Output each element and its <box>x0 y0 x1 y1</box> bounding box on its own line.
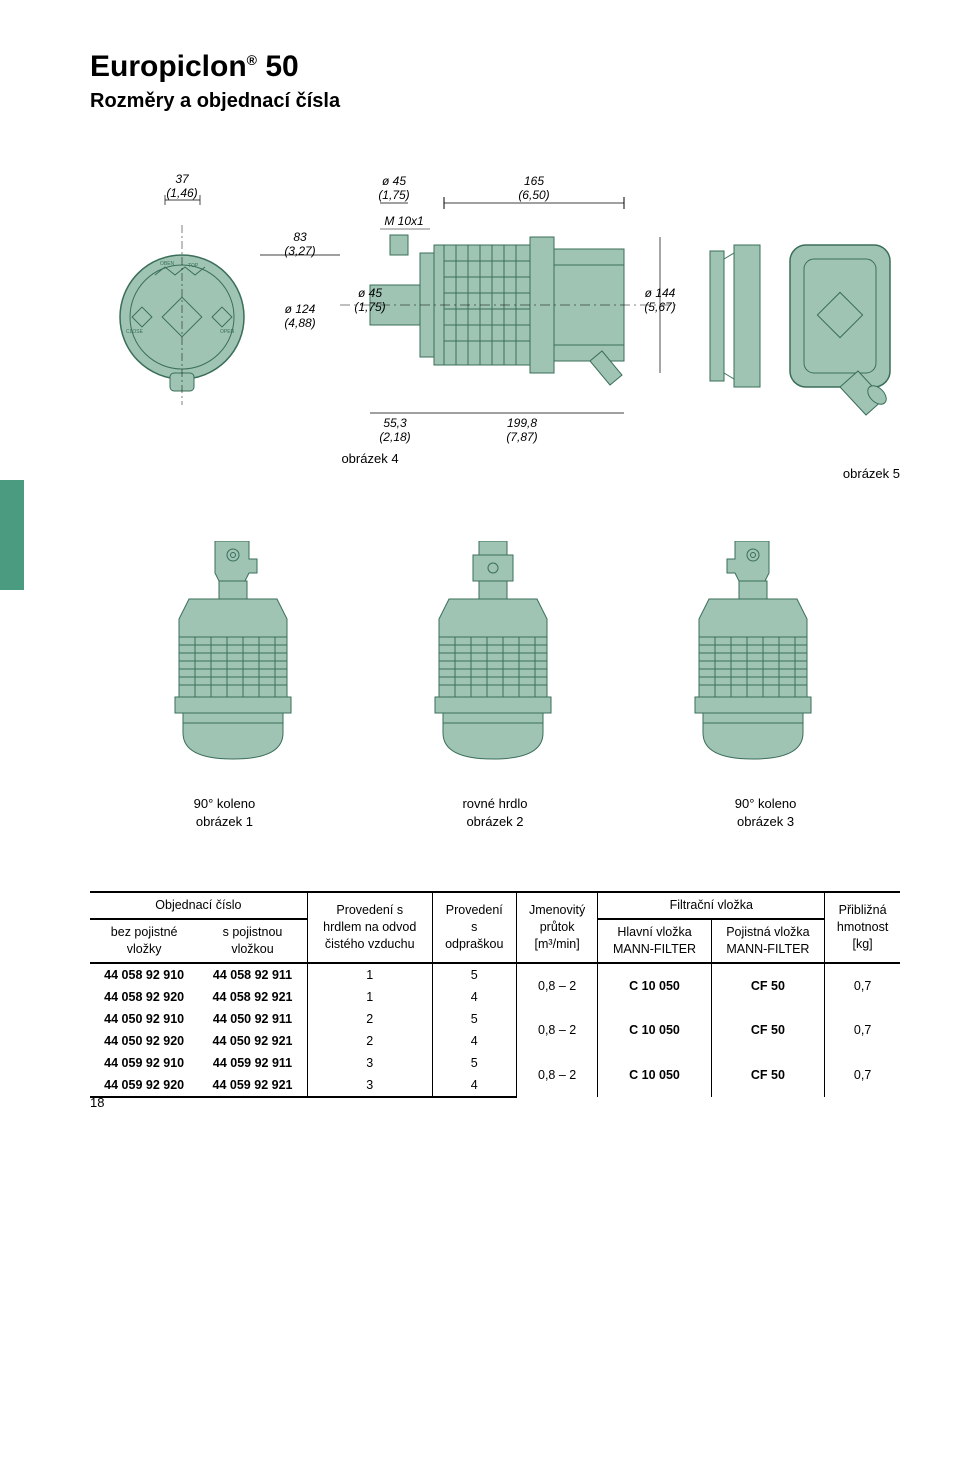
svg-text:TOP: TOP <box>188 263 199 269</box>
th-filt: Filtrační vložka <box>598 892 825 919</box>
th-prov: Provedení s odpraškou <box>432 892 516 963</box>
th-bez: bez pojistné vložky <box>90 919 198 963</box>
side-tab <box>0 480 24 590</box>
th-prib: Přibližná hmotnost [kg] <box>825 892 900 963</box>
svg-text:(1,46): (1,46) <box>166 186 197 200</box>
svg-text:165: 165 <box>524 174 544 188</box>
svg-text:M 10x1: M 10x1 <box>384 214 423 228</box>
svg-text:OBEN: OBEN <box>160 261 175 267</box>
page-title: Europiclon® 50 <box>90 50 900 84</box>
technical-drawing: OBEN TOP CLOSE OPEN 37 (1,46) 83 <box>90 145 900 481</box>
title-reg: ® <box>247 52 257 68</box>
th-jmen: Jmenovitý průtok [m³/min] <box>516 892 598 963</box>
variant3-fig: obrázek 3 <box>735 813 797 831</box>
th-objcis: Objednací číslo <box>90 892 307 919</box>
order-table: Objednací číslo Provedení s hrdlem na od… <box>90 891 900 1098</box>
table-row: 44 059 92 910 44 059 92 911 3 5 0,8 – 2 … <box>90 1052 900 1074</box>
svg-text:ø 124: ø 124 <box>285 302 316 316</box>
table-row: 44 058 92 910 44 058 92 911 1 5 0,8 – 2 … <box>90 963 900 986</box>
svg-text:(4,88): (4,88) <box>284 316 315 330</box>
svg-text:(1,75): (1,75) <box>378 188 409 202</box>
variant1-fig: obrázek 1 <box>194 813 256 831</box>
svg-text:CLOSE: CLOSE <box>126 329 144 335</box>
variant2-fig: obrázek 2 <box>462 813 527 831</box>
title-main: Europiclon <box>90 50 247 83</box>
th-hlavni: Hlavní vložka MANN-FILTER <box>598 919 711 963</box>
variant-figures <box>90 541 900 771</box>
variant-captions: 90° koleno obrázek 1 rovné hrdlo obrázek… <box>90 795 900 831</box>
svg-text:ø 144: ø 144 <box>645 286 676 300</box>
svg-text:55,3: 55,3 <box>383 416 407 430</box>
page-number: 18 <box>90 1095 104 1110</box>
caption-fig4: obrázek 4 <box>341 451 398 466</box>
page-subtitle: Rozměry a objednací čísla <box>90 90 900 113</box>
svg-text:37: 37 <box>175 172 190 186</box>
title-num: 50 <box>257 50 299 83</box>
svg-text:OPEN: OPEN <box>220 329 235 335</box>
svg-text:ø 45: ø 45 <box>358 286 382 300</box>
svg-text:(7,87): (7,87) <box>506 430 537 444</box>
th-spoj: s pojistnou vložkou <box>198 919 307 963</box>
table-row: 44 050 92 910 44 050 92 911 2 5 0,8 – 2 … <box>90 1008 900 1030</box>
svg-text:(5,67): (5,67) <box>644 300 675 314</box>
th-poj: Pojistná vložka MANN-FILTER <box>711 919 825 963</box>
caption-fig5: obrázek 5 <box>843 466 900 481</box>
svg-text:ø 45: ø 45 <box>382 174 406 188</box>
svg-text:83: 83 <box>293 230 307 244</box>
variant2-title: rovné hrdlo <box>462 795 527 813</box>
th-provs: Provedení s hrdlem na odvod čistého vzdu… <box>307 892 432 963</box>
variant1-title: 90° koleno <box>194 795 256 813</box>
svg-text:(2,18): (2,18) <box>379 430 410 444</box>
svg-text:(3,27): (3,27) <box>284 244 315 258</box>
svg-text:(1,75): (1,75) <box>354 300 385 314</box>
variant3-title: 90° koleno <box>735 795 797 813</box>
svg-text:(6,50): (6,50) <box>518 188 549 202</box>
svg-text:199,8: 199,8 <box>507 416 537 430</box>
